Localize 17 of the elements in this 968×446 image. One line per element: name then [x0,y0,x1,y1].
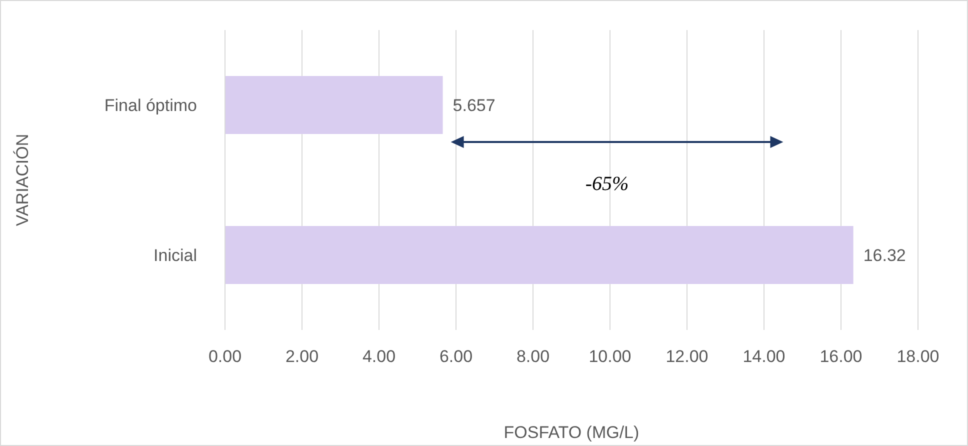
x-axis-title: FOSFATO (MG/L) [504,423,640,442]
data-label: 16.32 [863,246,906,266]
x-tick-label: 10.00 [588,347,632,366]
x-tick-label: 0.00 [208,347,242,366]
y-axis-title: VARIACIÓN [13,134,32,226]
data-label: 5.657 [452,96,496,116]
x-tick-label: 8.00 [516,347,550,366]
x-tick-label: 14.00 [742,347,786,366]
y-tick-label: Inicial [154,246,197,266]
x-tick-label: 18.00 [896,347,940,366]
x-tick-label: 4.00 [362,347,396,366]
x-tick-label: 2.00 [285,347,319,366]
x-tick-label: 16.00 [820,347,862,366]
annotation: -65% [585,173,629,195]
x-tick-label: 12.00 [666,347,708,366]
y-tick-label: Final óptimo [104,96,197,116]
x-tick-label: 6.00 [439,347,473,366]
